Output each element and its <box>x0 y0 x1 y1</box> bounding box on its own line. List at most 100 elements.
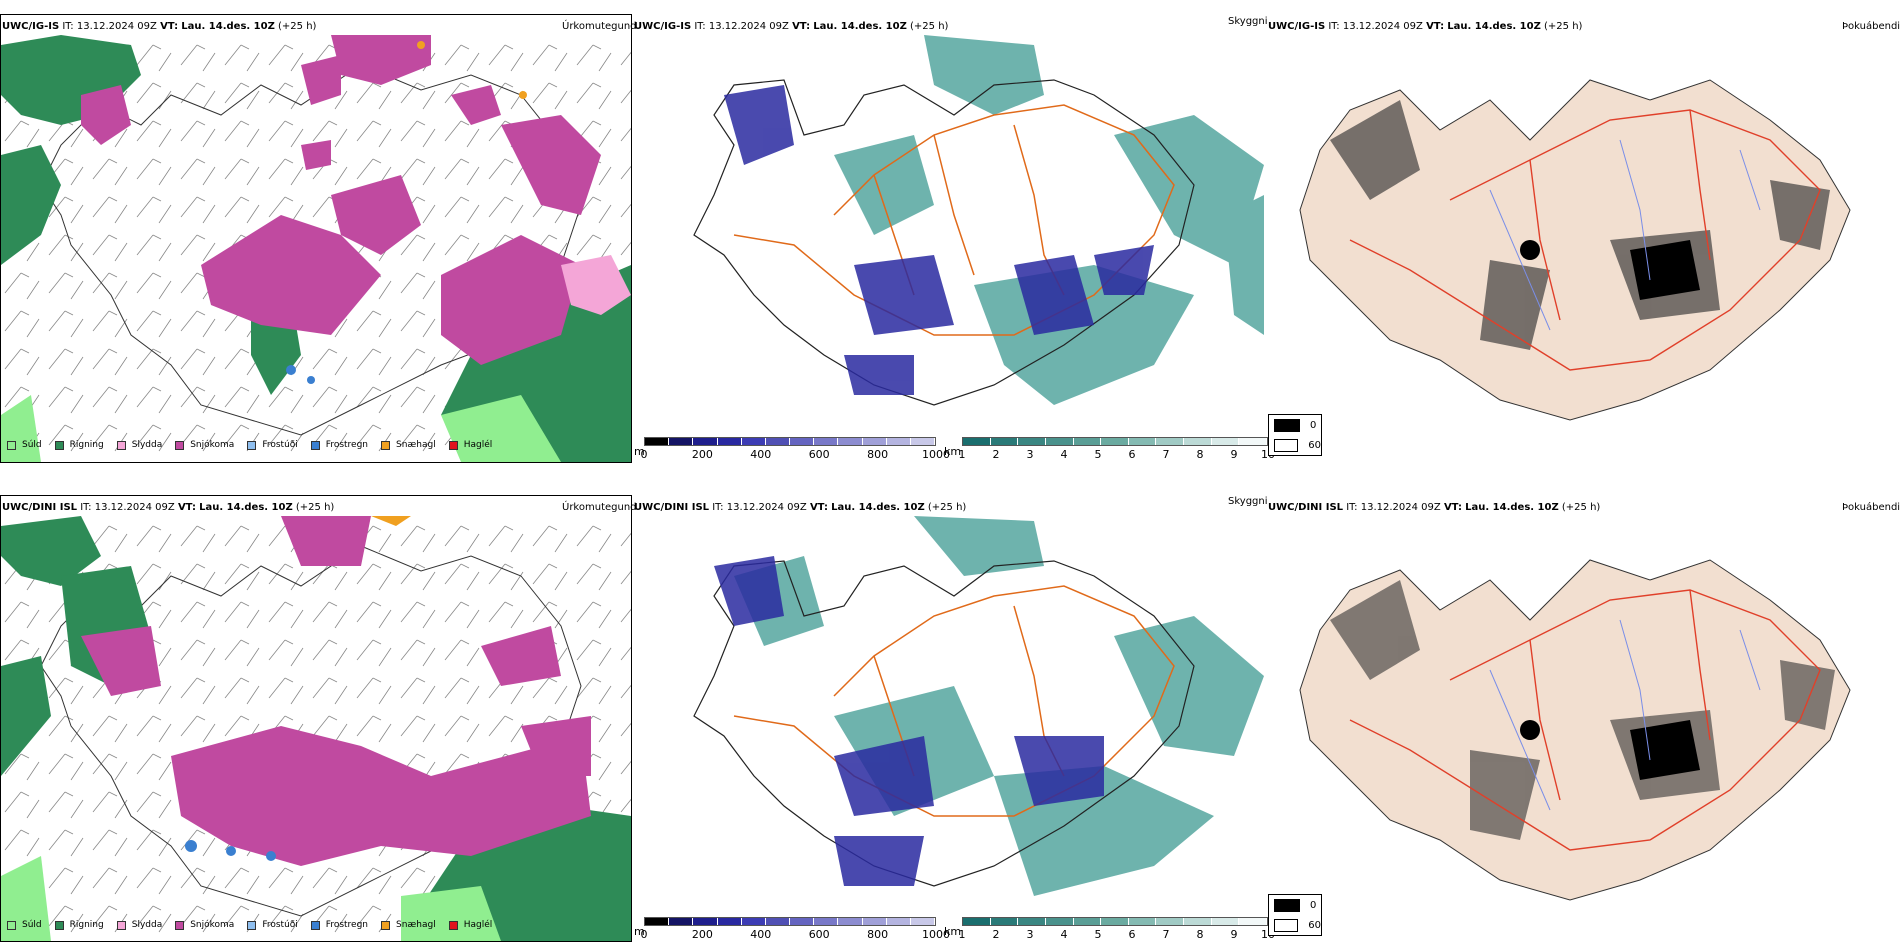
legend-item: Súld <box>7 920 42 930</box>
panel-frame <box>0 495 632 942</box>
fog-legend-swatch <box>1274 438 1299 452</box>
colorbar-segment <box>1156 438 1185 445</box>
snow-pellet-areas <box>417 41 527 99</box>
colorbar-tick-label: 1 <box>958 928 966 941</box>
freezing-rain-areas <box>286 365 315 384</box>
legend-item: Snjókoma <box>175 920 234 930</box>
fog-legend: 0 60 <box>1268 894 1322 936</box>
colorbar-tick-label: 7 <box>1162 448 1170 461</box>
colorbar-tick-label: 200 <box>691 928 713 941</box>
product-title: Úrkomutegund <box>562 21 637 32</box>
init-time: 13.12.2024 09Z <box>726 502 807 513</box>
model-name: UWC/DINI ISL <box>634 502 710 513</box>
legend-item: Rigning <box>54 440 104 450</box>
colorbar-tick-label: 800 <box>867 928 889 941</box>
snow-pellet-areas <box>371 516 411 526</box>
colorbar-segment <box>1128 438 1157 445</box>
colorbar-tick-label: 6 <box>1128 928 1136 941</box>
snow-areas <box>81 516 591 866</box>
colorbar-segment <box>741 918 766 925</box>
legend-swatch <box>381 920 391 930</box>
fog-peak <box>1520 720 1700 780</box>
panel-header: UWC/IG-IS IT: 13.12.2024 09Z VT: Lau. 14… <box>634 21 949 32</box>
precip-type-map <box>1 516 631 941</box>
legend-swatch <box>448 440 458 450</box>
colorbar-tick-label: 9 <box>1230 928 1238 941</box>
valid-time: Lau. 14.des. 10Z <box>1465 502 1559 513</box>
colorbar-segment <box>862 438 887 445</box>
colorbar-segment <box>717 918 742 925</box>
valid-time: Lau. 14.des. 10Z <box>199 502 293 513</box>
init-time: 13.12.2024 09Z <box>1342 21 1423 32</box>
legend-swatch <box>247 440 257 450</box>
colorbar-tick-label: 4 <box>1060 448 1068 461</box>
colorbar-segment <box>765 918 791 925</box>
colorbar-segment <box>1018 438 1046 445</box>
colorbar-tick-label: 8 <box>1196 928 1204 941</box>
colorbar-segment <box>790 438 815 445</box>
colorbar-segment <box>693 918 718 925</box>
precip-type-map <box>1 35 631 462</box>
colorbar-segment <box>1073 918 1102 925</box>
precip-type-legend: Súld Rigning Slydda Snjókoma Frostúði Fr… <box>7 920 505 930</box>
colorbar-segment <box>838 918 863 925</box>
panel-header: UWC/DINI ISL IT: 13.12.2024 09Z VT: Lau.… <box>634 502 967 513</box>
fog-index-map <box>1299 559 1851 901</box>
elevation-bar <box>644 917 936 926</box>
model-name: UWC/DINI ISL <box>1268 502 1344 513</box>
legend-item: Haglél <box>448 920 492 930</box>
fog-legend-swatch <box>1274 918 1299 932</box>
river-network <box>1489 139 1761 331</box>
product-title: Skyggni <box>1228 496 1268 507</box>
panel-header: UWC/IG-IS IT: 13.12.2024 09Z VT: Lau. 14… <box>1268 21 1583 32</box>
panel-header: UWC/IG-IS IT: 13.12.2024 09Z VT: Lau. 14… <box>2 21 317 32</box>
colorbar-tick-label: 5 <box>1094 448 1102 461</box>
road-network <box>1349 589 1821 851</box>
visibility-map <box>693 35 1264 406</box>
fog-legend-row: 60 <box>1269 435 1321 455</box>
colorbar-tick-label: 6 <box>1128 448 1136 461</box>
fog-index-map <box>1299 79 1851 421</box>
colorbar-segment <box>765 438 791 445</box>
elevation-unit: m <box>634 925 645 938</box>
colorbar-segment <box>990 438 1019 445</box>
elevation-ticks: 0 200 400 600 800 1000 <box>641 926 951 941</box>
model-name: UWC/IG-IS <box>634 21 692 32</box>
legend-item: Snæhagl <box>381 920 436 930</box>
colorbar-segment <box>669 438 694 445</box>
drizzle-areas <box>1 856 501 941</box>
visibility-unit: km <box>944 925 962 938</box>
elevation-bar <box>644 437 936 446</box>
product-title: Skyggni <box>1228 16 1268 27</box>
visibility-map <box>693 516 1264 896</box>
legend-swatch <box>247 920 257 930</box>
colorbar-segment <box>814 918 839 925</box>
colorbar-segment <box>1101 918 1129 925</box>
visibility-colorbar: 12345678910 <box>958 917 1275 941</box>
lead-time: (+25 h) <box>278 21 317 32</box>
colorbar-segment <box>1073 438 1102 445</box>
model-name: UWC/IG-IS <box>1268 21 1326 32</box>
legend-item: Slydda <box>116 440 162 450</box>
colorbar-segment <box>741 438 766 445</box>
mountain-areas <box>724 85 1154 395</box>
fog-legend-swatch <box>1274 418 1300 432</box>
colorbar-segment <box>910 438 936 445</box>
fog-legend-swatch <box>1274 898 1300 912</box>
init-time: 13.12.2024 09Z <box>1360 502 1441 513</box>
lead-time: (+25 h) <box>1561 502 1601 513</box>
colorbar-segment <box>1211 438 1240 445</box>
colorbar-tick-label: 600 <box>808 448 830 461</box>
colorbar-tick-label: 2 <box>992 928 1000 941</box>
colorbar-tick-label: 1000 <box>922 448 950 461</box>
iceland-land <box>1299 559 1851 901</box>
fog-legend-row: 0 <box>1269 415 1321 435</box>
colorbar-segment <box>814 438 839 445</box>
low-visibility-areas <box>834 35 1264 405</box>
iceland-coastline <box>693 79 1195 406</box>
init-time: 13.12.2024 09Z <box>76 21 157 32</box>
valid-time: Lau. 14.des. 10Z <box>181 21 275 32</box>
colorbar-segment <box>645 918 670 925</box>
product-title: Þokuábendi <box>1842 21 1900 32</box>
visibility-unit: km <box>944 445 962 458</box>
